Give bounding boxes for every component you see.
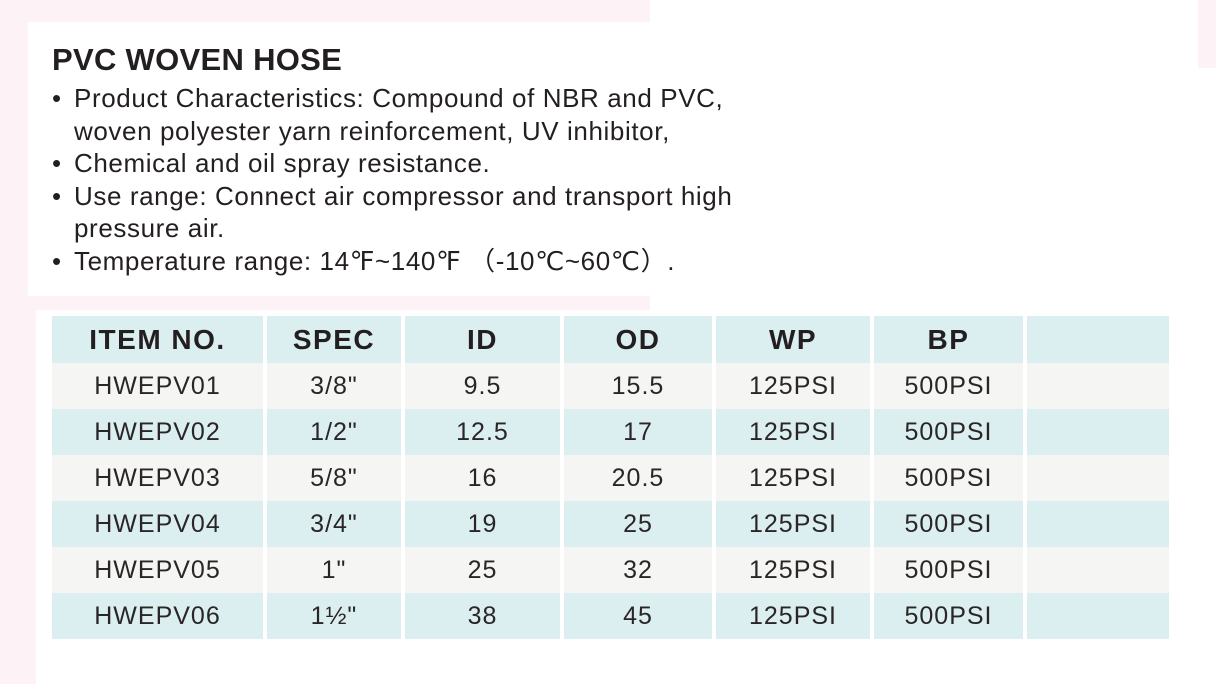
cell-wp: 125PSI [716, 547, 870, 593]
cell-od: 17 [564, 409, 712, 455]
cell-spec: 1/2" [267, 409, 401, 455]
bullet-icon: • [52, 83, 62, 113]
cell-item-no: HWEPV02 [52, 409, 263, 455]
feature-item-characteristics-continued: woven polyester yarn reinforcement, UV i… [52, 115, 732, 148]
cell-bp: 500PSI [874, 501, 1023, 547]
header-wp: WP [716, 316, 870, 363]
header-bp: BP [874, 316, 1023, 363]
cell-od: 20.5 [564, 455, 712, 501]
table-row: HWEPV04 3/4" 19 25 125PSI 500PSI [52, 501, 1169, 547]
feature-item-resistance: • Chemical and oil spray resistance. [52, 147, 732, 180]
cell-blank [1027, 501, 1169, 547]
cell-id: 16 [405, 455, 560, 501]
feature-item-temperature: • Temperature range: 14℉~140℉ （-10℃~60℃）… [52, 245, 732, 278]
decorative-band-mid [0, 296, 650, 310]
feature-item-use-range-continued: pressure air. [52, 212, 732, 245]
feature-list: • Product Characteristics: Compound of N… [52, 82, 732, 277]
table-row: HWEPV03 5/8" 16 20.5 125PSI 500PSI [52, 455, 1169, 501]
cell-blank [1027, 409, 1169, 455]
product-title: PVC WOVEN HOSE [52, 42, 343, 77]
cell-od: 15.5 [564, 363, 712, 409]
cell-id: 9.5 [405, 363, 560, 409]
table-row: HWEPV06 1½" 38 45 125PSI 500PSI [52, 593, 1169, 639]
cell-blank [1027, 455, 1169, 501]
product-description: PVC WOVEN HOSE • Product Characteristics… [52, 40, 732, 277]
header-spec: SPEC [267, 316, 401, 363]
cell-od: 32 [564, 547, 712, 593]
cell-bp: 500PSI [874, 547, 1023, 593]
feature-text: Temperature range: 14℉~140℉ （-10℃~60℃）. [74, 245, 676, 276]
feature-text: pressure air. [74, 213, 225, 243]
bullet-icon: • [52, 245, 62, 276]
feature-text: Use range: Connect air compressor and tr… [74, 180, 733, 211]
cell-blank [1027, 547, 1169, 593]
bullet-icon: • [52, 180, 62, 211]
cell-spec: 3/4" [267, 501, 401, 547]
header-od: OD [564, 316, 712, 363]
cell-item-no: HWEPV03 [52, 455, 263, 501]
cell-item-no: HWEPV06 [52, 593, 263, 639]
cell-id: 19 [405, 501, 560, 547]
cell-blank [1027, 593, 1169, 639]
table-header-row: ITEM NO. SPEC ID OD WP BP [52, 316, 1169, 363]
cell-item-no: HWEPV04 [52, 501, 263, 547]
feature-text: woven polyester yarn reinforcement, UV i… [74, 115, 670, 146]
cell-wp: 125PSI [716, 501, 870, 547]
cell-bp: 500PSI [874, 409, 1023, 455]
cell-id: 25 [405, 547, 560, 593]
cell-item-no: HWEPV01 [52, 363, 263, 409]
table-row: HWEPV05 1" 25 32 125PSI 500PSI [52, 547, 1169, 593]
cell-spec: 5/8" [267, 455, 401, 501]
cell-bp: 500PSI [874, 455, 1023, 501]
decorative-band-right [1198, 0, 1216, 68]
cell-item-no: HWEPV05 [52, 547, 263, 593]
cell-spec: 3/8" [267, 363, 401, 409]
cell-bp: 500PSI [874, 363, 1023, 409]
header-id: ID [405, 316, 560, 363]
cell-bp: 500PSI [874, 593, 1023, 639]
cell-spec: 1" [267, 547, 401, 593]
feature-text: Chemical and oil spray resistance. [74, 148, 491, 178]
cell-wp: 125PSI [716, 455, 870, 501]
bullet-icon: • [52, 148, 62, 178]
table-row: HWEPV02 1/2" 12.5 17 125PSI 500PSI [52, 409, 1169, 455]
cell-spec: 1½" [267, 593, 401, 639]
cell-wp: 125PSI [716, 409, 870, 455]
feature-text: Product Characteristics: Compound of NBR… [74, 83, 724, 113]
spec-table: ITEM NO. SPEC ID OD WP BP HWEPV01 3/8" 9… [48, 316, 1173, 639]
header-blank [1027, 316, 1169, 363]
cell-od: 45 [564, 593, 712, 639]
feature-item-use-range: • Use range: Connect air compressor and … [52, 180, 732, 213]
description-card [28, 22, 650, 296]
table-row: HWEPV01 3/8" 9.5 15.5 125PSI 500PSI [52, 363, 1169, 409]
cell-wp: 125PSI [716, 363, 870, 409]
header-item-no: ITEM NO. [52, 316, 263, 363]
feature-item-characteristics: • Product Characteristics: Compound of N… [52, 82, 732, 115]
decorative-band-top [0, 0, 650, 22]
cell-wp: 125PSI [716, 593, 870, 639]
cell-id: 38 [405, 593, 560, 639]
cell-id: 12.5 [405, 409, 560, 455]
cell-od: 25 [564, 501, 712, 547]
cell-blank [1027, 363, 1169, 409]
